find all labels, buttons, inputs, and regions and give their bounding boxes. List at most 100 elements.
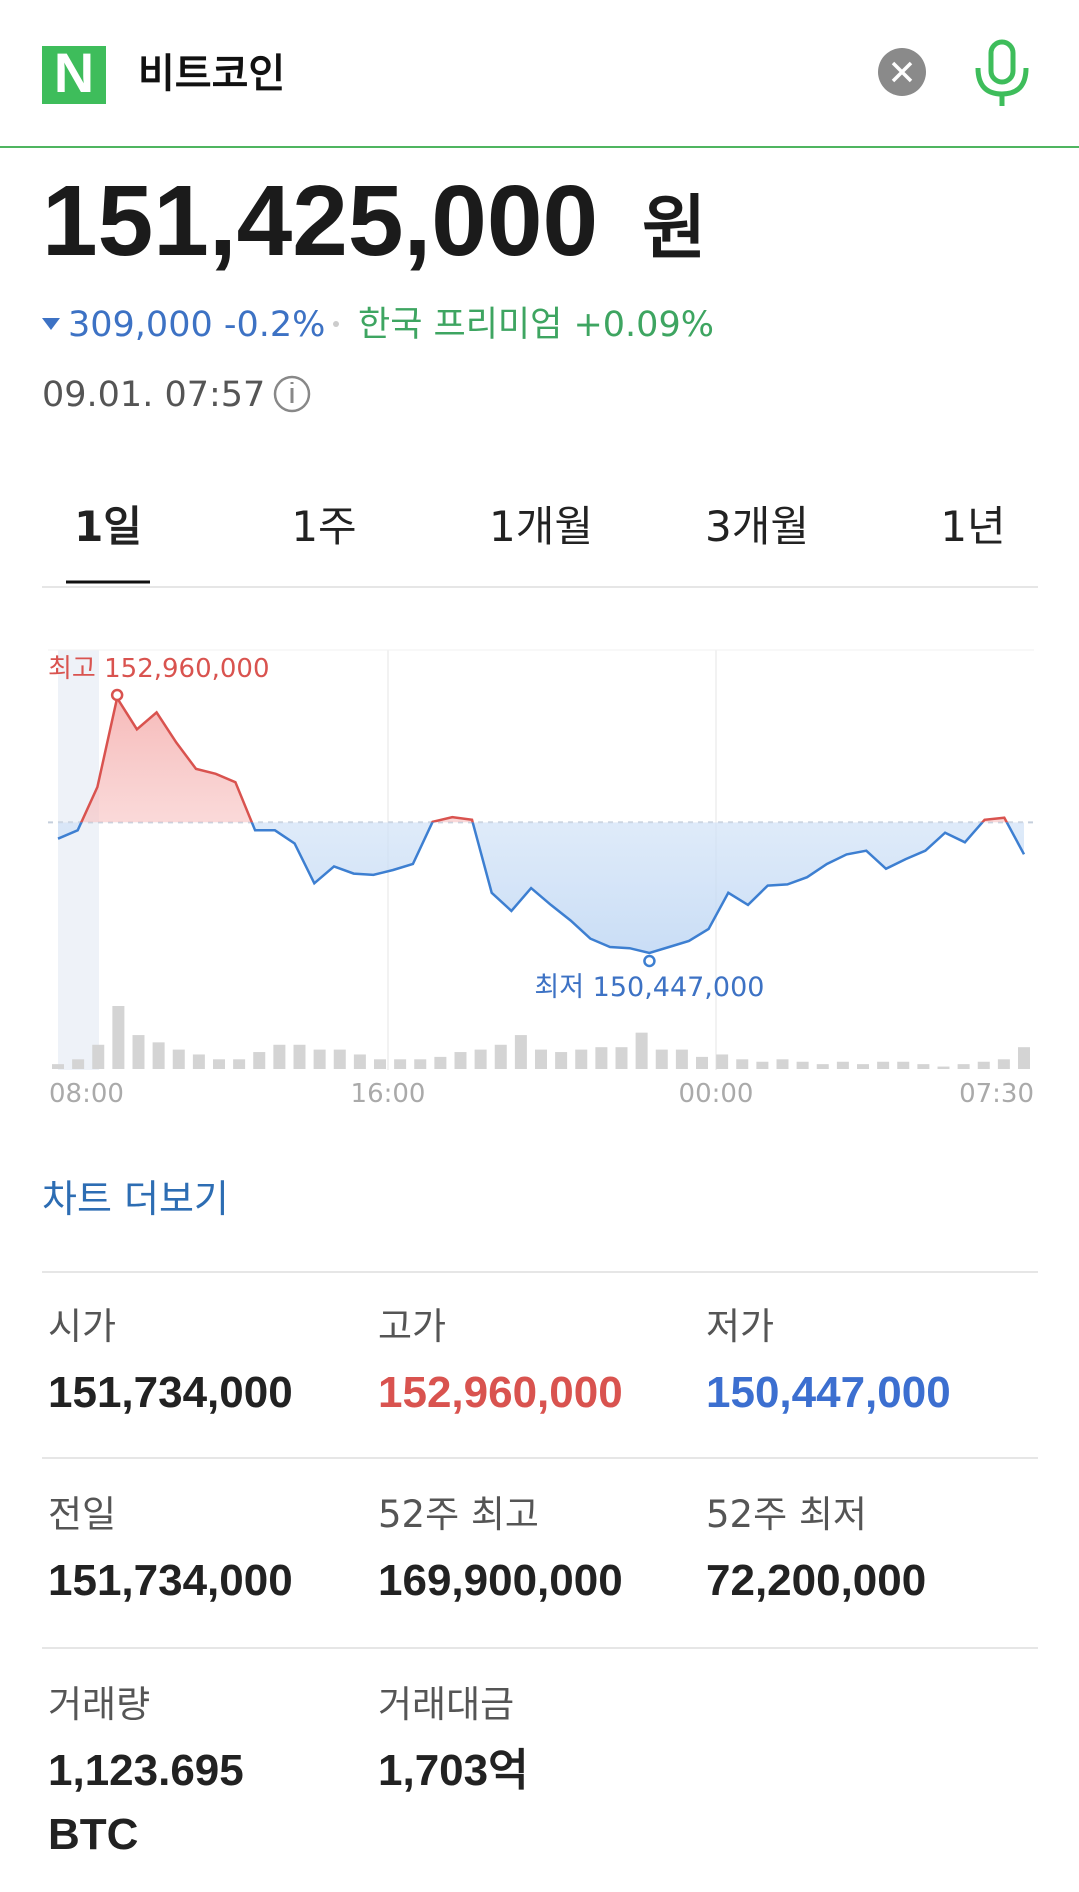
stat-label: 거래대금 [378, 1683, 514, 1726]
price-change: 309,000 -0.2% [68, 305, 325, 345]
volume-bar [615, 1047, 628, 1069]
price: 151,425,000 [42, 165, 598, 277]
stat-value: 150,447,000 [706, 1368, 951, 1417]
stat-label: 거래량 [48, 1683, 150, 1726]
volume-bar [877, 1061, 890, 1069]
volume-bar [233, 1059, 246, 1069]
volume-bar [313, 1049, 326, 1069]
stat-value: 1,123.695 [48, 1746, 244, 1795]
volume-bar [454, 1052, 467, 1069]
volume-bar [897, 1061, 910, 1069]
volume-bar [816, 1064, 829, 1069]
stats: 시가 151,734,000 고가 152,960,000 저가 150,447,000 전… [42, 1271, 1038, 1859]
volume-bar [1018, 1047, 1030, 1069]
volume-bar [353, 1054, 366, 1069]
stat-label: 고가 [378, 1305, 446, 1348]
high-marker [110, 688, 124, 702]
more-chart-link[interactable]: 차트 더보기 [42, 1177, 229, 1221]
stat-value: 151,734,000 [48, 1368, 293, 1417]
stat-unit: BTC [48, 1810, 138, 1859]
volume-bar [796, 1061, 809, 1069]
volume-bar [474, 1049, 487, 1069]
x-tick-label: 07:30 [959, 1079, 1034, 1109]
premium: 한국 프리미엄 +0.09% [358, 305, 714, 345]
stat-label: 전일 [48, 1493, 116, 1536]
volume-bar [72, 1059, 85, 1069]
mic-button[interactable] [975, 39, 1029, 106]
volume-bar [555, 1052, 568, 1069]
stat-value: 152,960,000 [378, 1368, 623, 1417]
volume-bar [696, 1056, 708, 1069]
volume-bar [132, 1035, 145, 1069]
volume-bar [172, 1049, 185, 1069]
chart: 최고 152,960,000 최저 150,447,000 08:00 16:00 00… [48, 649, 1034, 1109]
volume-bar [997, 1059, 1010, 1069]
volume-bar [535, 1049, 547, 1069]
low-marker [643, 954, 656, 968]
volume-bar [736, 1059, 749, 1069]
dot [333, 321, 339, 327]
volume-bar [293, 1044, 306, 1069]
volume-bar [917, 1064, 930, 1069]
volume-bar [675, 1049, 688, 1069]
logo[interactable] [42, 46, 106, 104]
volume-bar [977, 1061, 990, 1069]
update-time: 09.01. 07:57 [42, 375, 265, 415]
tab[interactable]: 1일 [74, 502, 142, 551]
volume-bar [595, 1047, 608, 1069]
stat-value: 151,734,000 [48, 1556, 293, 1605]
volume-bar [374, 1059, 386, 1069]
stat-value: 1,703억 [378, 1746, 529, 1795]
clear-icon [891, 61, 913, 83]
tab[interactable]: 1년 [940, 502, 1005, 551]
volume-bar [937, 1066, 950, 1069]
volume-bar [394, 1059, 407, 1069]
high-label: 최고 152,960,000 [48, 654, 270, 684]
x-tick-label: 08:00 [49, 1079, 124, 1109]
tab[interactable]: 1개월 [489, 502, 593, 551]
volume-bar [213, 1059, 225, 1069]
stat-label: 시가 [48, 1305, 116, 1348]
volume-bar [957, 1064, 970, 1069]
volume-bar [635, 1032, 648, 1069]
tabs: 1일 1주 1개월 3개월 1년 [66, 502, 1006, 584]
line-down [57, 822, 1026, 955]
volume-bar [836, 1061, 849, 1069]
logo-text: N [54, 41, 94, 104]
price-unit: 원 [642, 187, 706, 269]
tab[interactable]: 1주 [291, 502, 356, 551]
volume-bar [253, 1052, 266, 1069]
search-text[interactable]: 비트코인 [138, 51, 285, 97]
volume-bar [112, 1006, 125, 1069]
volume-bar [152, 1042, 165, 1069]
volume-bar [52, 1064, 64, 1069]
tab[interactable]: 3개월 [705, 502, 809, 551]
volume-bar [756, 1061, 769, 1069]
x-tick-label: 16:00 [351, 1079, 426, 1109]
volume-bar [776, 1059, 789, 1069]
pre-session-shade [58, 650, 99, 1070]
area-down [58, 822, 1024, 953]
volume-bar [514, 1035, 527, 1069]
stat-label: 52주 최저 [706, 1493, 867, 1536]
stat-label: 52주 최고 [378, 1493, 539, 1536]
stat-label: 저가 [706, 1305, 774, 1348]
volume-bar [92, 1044, 105, 1069]
stat-value: 169,900,000 [378, 1556, 623, 1605]
volume-bar [857, 1064, 869, 1069]
volume-bar [273, 1044, 286, 1069]
volume-bar [192, 1054, 205, 1069]
info-icon[interactable] [273, 375, 311, 413]
volume-bar [333, 1049, 346, 1069]
volume-bar [434, 1056, 447, 1069]
low-label: 최저 150,447,000 [534, 972, 764, 1003]
volume-bar [414, 1059, 427, 1069]
area-up [58, 698, 1024, 823]
stat-value: 72,200,000 [706, 1556, 926, 1605]
volume-bar [494, 1044, 507, 1069]
volume-bar [716, 1054, 729, 1069]
x-tick-label: 00:00 [679, 1079, 754, 1109]
volume-bar [655, 1049, 668, 1069]
down-arrow [42, 318, 60, 330]
